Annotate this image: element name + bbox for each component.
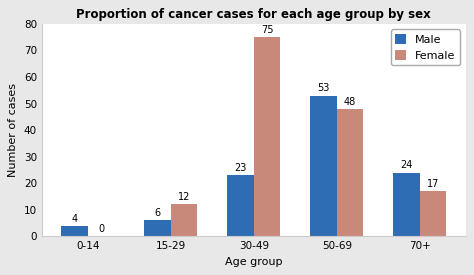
Text: 48: 48 [344,97,356,107]
Bar [171,204,197,236]
Y-axis label: Number of cases: Number of cases [9,83,18,177]
Text: 4: 4 [72,213,77,224]
Bar [393,172,420,236]
Text: 53: 53 [317,83,330,94]
Bar [337,109,364,236]
Legend: Male, Female: Male, Female [391,29,460,65]
Text: 12: 12 [178,192,190,202]
Text: 6: 6 [155,208,161,218]
Bar [310,95,337,236]
Text: 17: 17 [427,179,439,189]
Bar [227,175,254,236]
X-axis label: Age group: Age group [225,257,283,267]
Text: 0: 0 [98,224,104,234]
Text: 24: 24 [401,160,413,170]
Title: Proportion of cancer cases for each age group by sex: Proportion of cancer cases for each age … [76,8,431,21]
Bar [144,220,171,236]
Text: 75: 75 [261,25,273,35]
Bar [61,226,88,236]
Bar [420,191,447,236]
Bar [254,37,280,236]
Text: 23: 23 [234,163,246,173]
